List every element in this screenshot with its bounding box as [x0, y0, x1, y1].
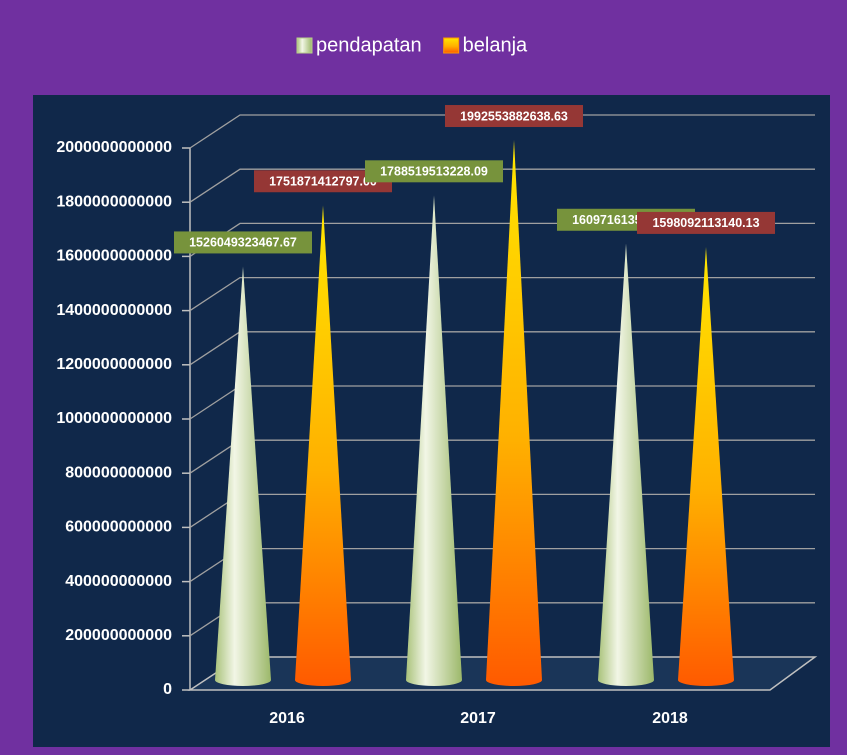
y-tick-label: 200000000000: [65, 627, 172, 644]
data-label: 1992553882638.63: [460, 109, 568, 123]
y-tick-label: 400000000000: [65, 573, 172, 590]
cone: [215, 266, 271, 686]
data-label: 1788519513228.09: [380, 165, 488, 179]
data-label-box: [445, 105, 583, 128]
cone: [486, 140, 542, 687]
data-label-box: [254, 170, 392, 193]
y-tick-label: 2000000000000: [56, 139, 172, 156]
legend-swatch: [296, 37, 313, 54]
y-tick-label: 1400000000000: [56, 302, 172, 319]
cone: [295, 205, 351, 686]
data-label-box: [365, 160, 503, 183]
data-label: 1526049323467.67: [189, 236, 297, 250]
y-tick-label: 800000000000: [65, 464, 172, 481]
x-tick-label: 2018: [652, 710, 688, 727]
legend-label: belanja: [463, 34, 528, 56]
grid-line: [189, 168, 815, 203]
legend-label: pendapatan: [316, 34, 422, 56]
cone: [678, 246, 734, 686]
y-tick-label: 1800000000000: [56, 193, 172, 210]
y-tick-label: 1200000000000: [56, 356, 172, 373]
y-tick-label: 1600000000000: [56, 248, 172, 265]
data-label-box: [174, 231, 312, 254]
cone: [598, 243, 654, 687]
x-tick-label: 2016: [269, 710, 305, 727]
y-tick-label: 0: [163, 681, 172, 698]
cone: [406, 195, 462, 686]
legend-swatch: [443, 37, 460, 54]
data-label: 1751871412797.00: [269, 175, 377, 189]
y-tick-label: 1000000000000: [56, 410, 172, 427]
y-tick-label: 600000000000: [65, 519, 172, 536]
grid-line: [189, 276, 815, 312]
data-label-box: [637, 211, 775, 234]
x-tick-label: 2017: [460, 710, 496, 727]
grid-line: [189, 114, 815, 149]
data-label: 1598092113140.13: [652, 216, 759, 230]
